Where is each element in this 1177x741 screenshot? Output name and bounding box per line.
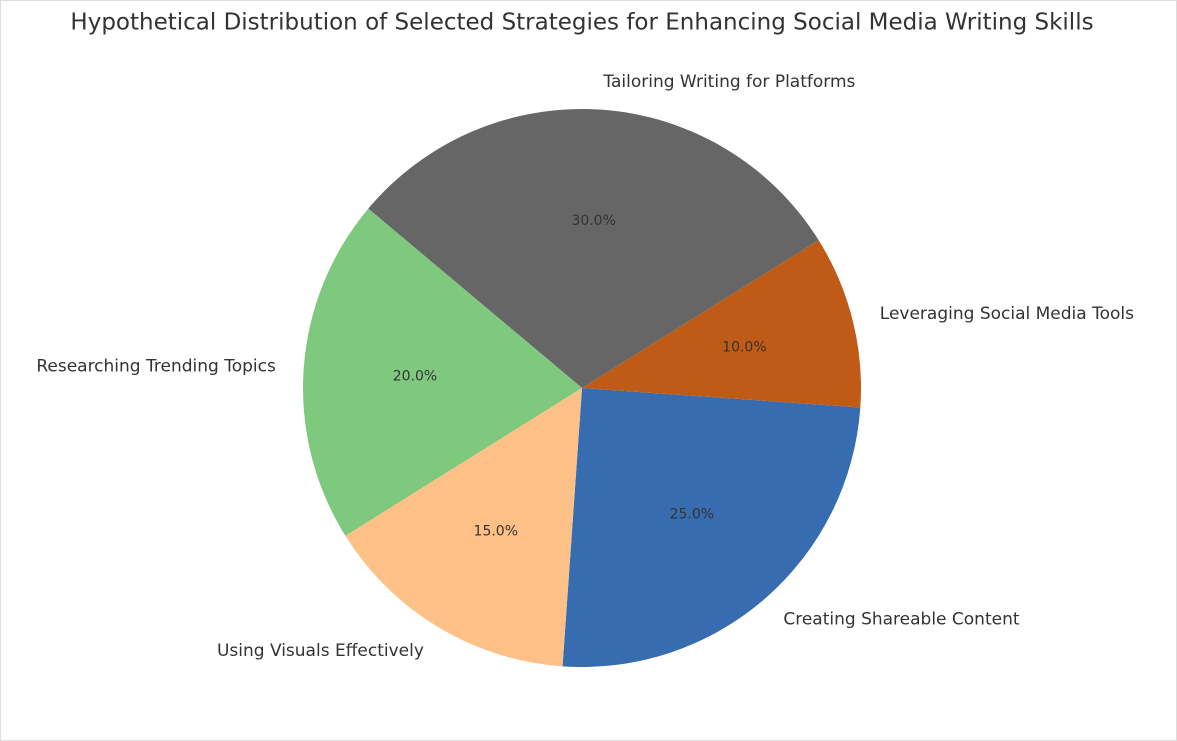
slice-label: Using Visuals Effectively — [217, 641, 424, 661]
slice-label: Leveraging Social Media Tools — [880, 304, 1134, 324]
percent-label: 25.0% — [670, 506, 714, 522]
percent-label: 30.0% — [571, 213, 615, 229]
slice-label: Creating Shareable Content — [783, 610, 1020, 630]
slice-label: Tailoring Writing for Platforms — [602, 72, 855, 92]
pie-slice — [582, 240, 861, 408]
pie-slice — [345, 388, 582, 667]
percent-label: 15.0% — [474, 523, 518, 539]
pie-slice — [302, 208, 582, 536]
chart-title: Hypothetical Distribution of Selected St… — [70, 10, 1093, 36]
pie-slice — [368, 109, 819, 388]
percent-label: 10.0% — [722, 340, 766, 356]
pie-slice — [562, 388, 861, 667]
percent-label: 20.0% — [393, 368, 437, 384]
slice-label: Researching Trending Topics — [36, 357, 276, 377]
